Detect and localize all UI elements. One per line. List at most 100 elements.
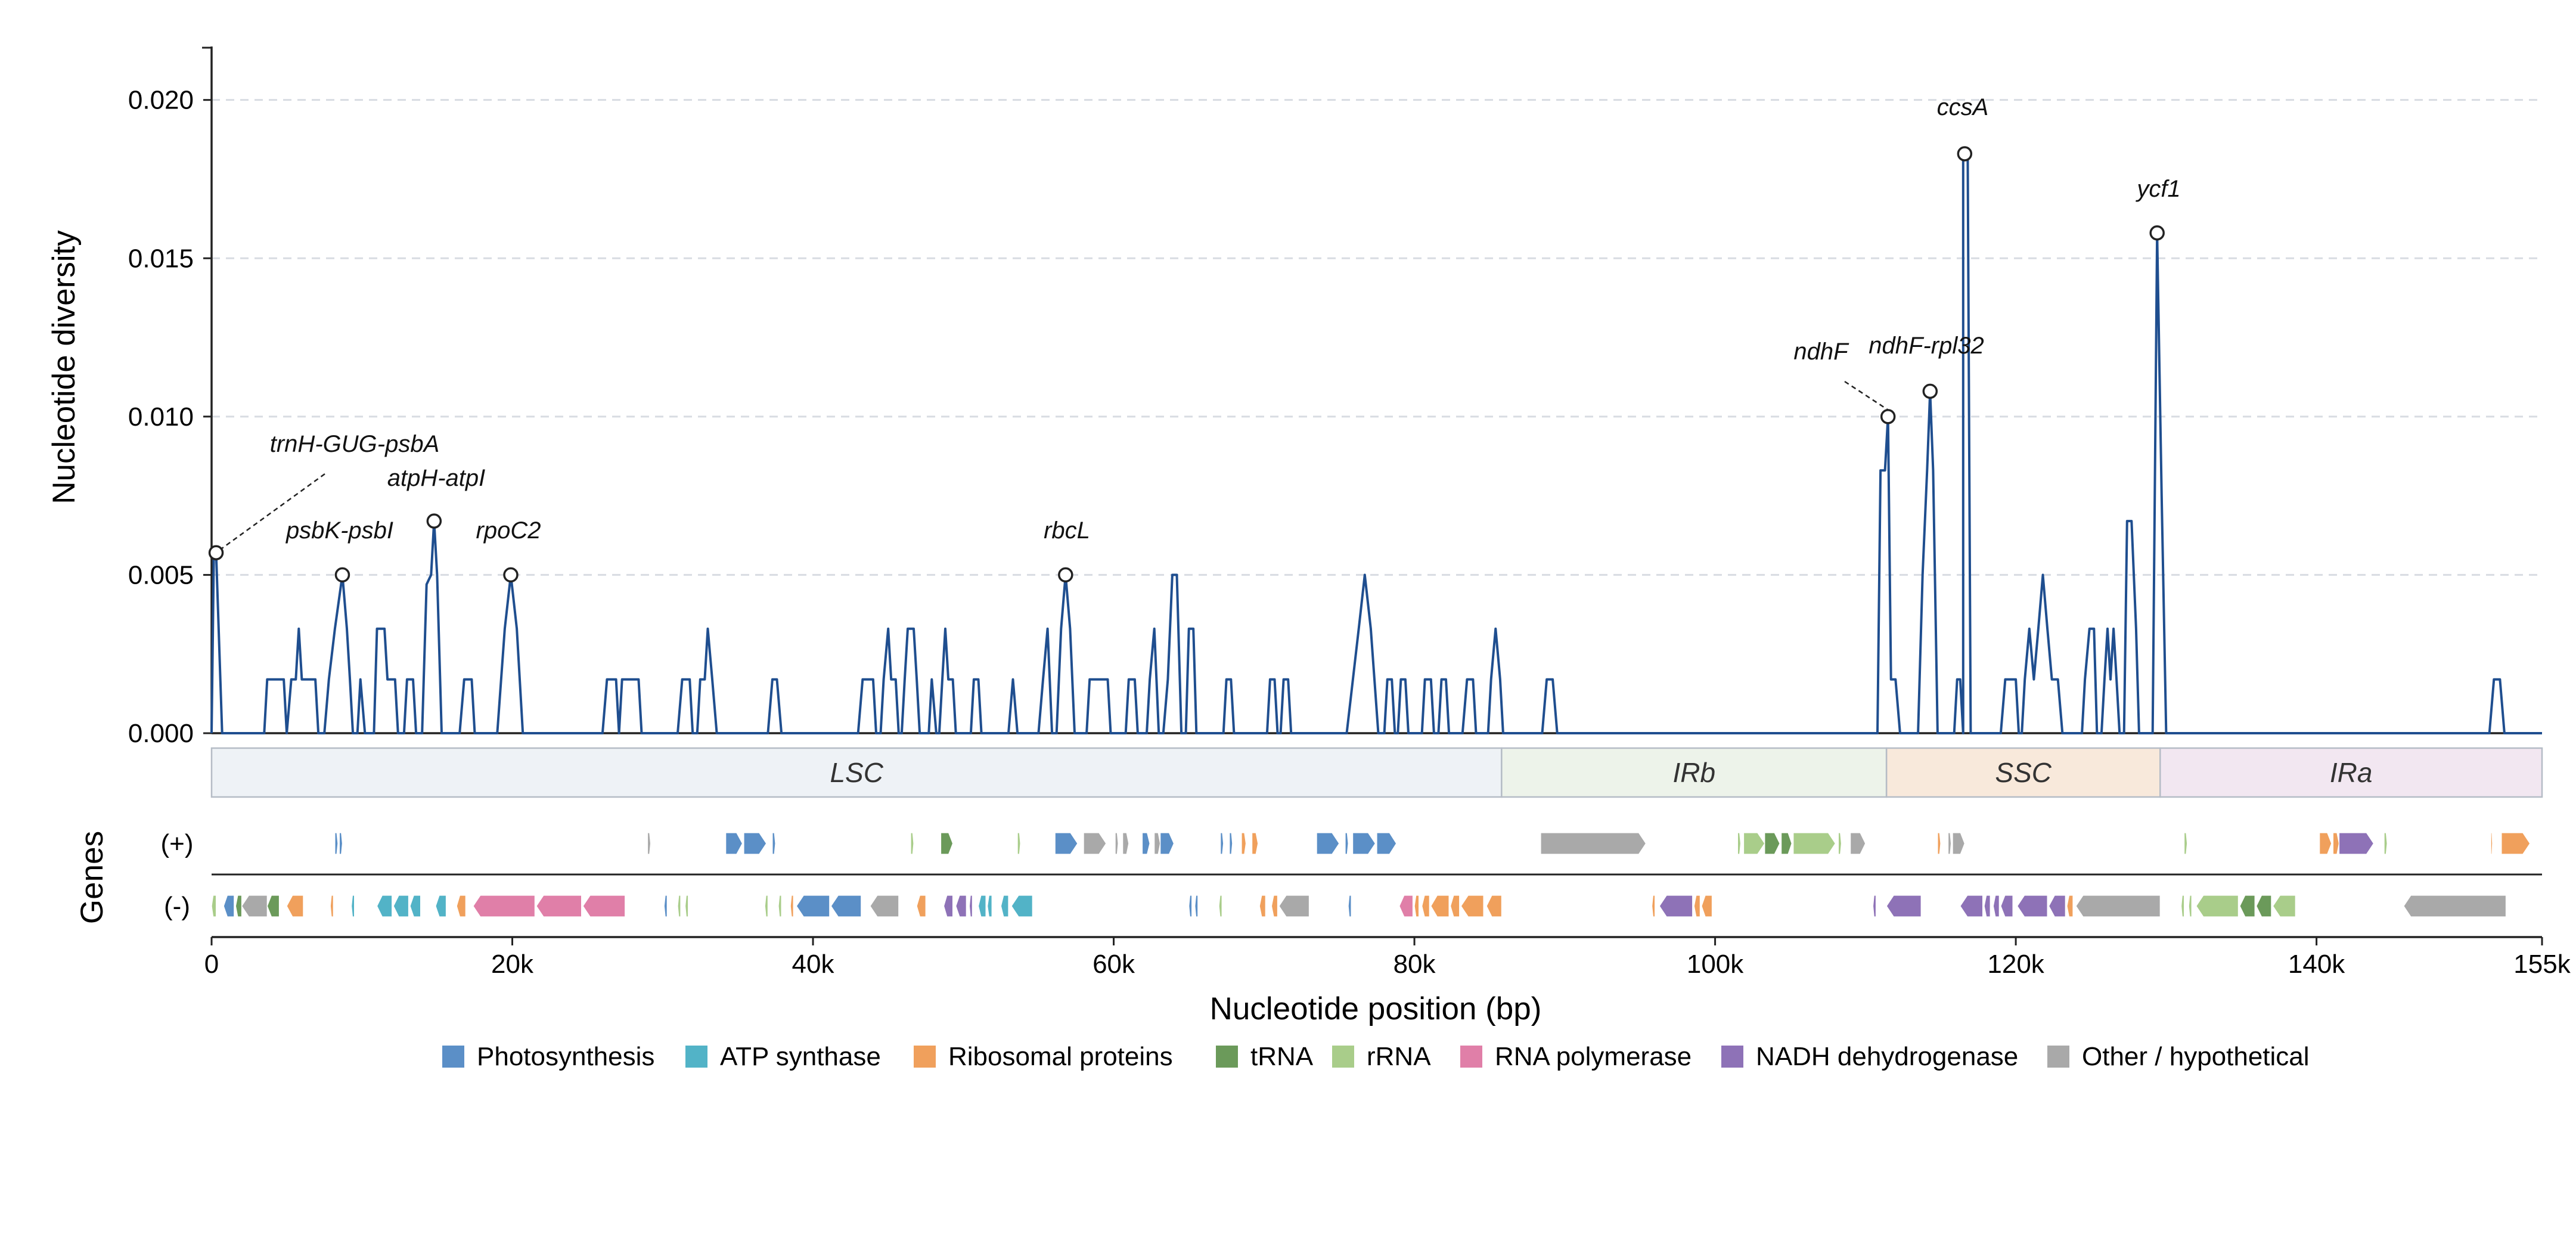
gene-arrow xyxy=(2256,895,2272,917)
gene-arrow xyxy=(955,895,967,917)
gene-arrow xyxy=(1220,832,1224,855)
peak-marker xyxy=(1922,383,1938,399)
gene-arrow xyxy=(1872,895,1877,917)
x-tick-label: 155k xyxy=(2513,950,2571,979)
gene-arrow xyxy=(1850,832,1866,855)
gene-arrow xyxy=(2272,895,2296,917)
gene-arrow xyxy=(1764,832,1780,855)
gene-arrow xyxy=(330,895,334,917)
legend-label: Ribosomal proteins xyxy=(948,1042,1173,1071)
peak-label: psbK-psbI xyxy=(285,517,393,544)
y-tick-label: 0.010 xyxy=(128,402,194,432)
strand-label: (-) xyxy=(164,892,190,921)
gene-arrow xyxy=(2184,832,2188,855)
gene-arrow xyxy=(910,832,914,855)
gene-arrow xyxy=(1252,832,1259,855)
gene-arrow xyxy=(235,895,243,917)
gene-arrow xyxy=(778,895,782,917)
plot-axes: 0.000 0.005 0.010 0.015 0.020 xyxy=(128,46,2542,748)
gene-arrow xyxy=(677,895,681,917)
gene-arrow xyxy=(1083,832,1107,855)
gene-arrow xyxy=(1122,832,1129,855)
y-axis-title: Nucleotide diversity xyxy=(46,230,82,504)
diversity-line xyxy=(210,153,2542,734)
gene-arrow xyxy=(1160,832,1175,855)
peak-label: ndhF xyxy=(1793,339,1849,365)
peak-leader-line xyxy=(1844,380,1894,414)
legend-swatch xyxy=(1332,1046,1354,1068)
legend-swatch xyxy=(442,1046,464,1068)
peak-label: ndhF-rpl32 xyxy=(1869,333,1984,359)
x-tick-label: 60k xyxy=(1093,950,1135,979)
region-label: IRa xyxy=(2330,757,2373,788)
legend-label: Photosynthesis xyxy=(477,1042,654,1071)
gene-arrow xyxy=(830,895,862,917)
x-axis: 0 20k 40k 60k 80k 100k 120k 140k 155k xyxy=(204,936,2571,979)
x-tick-label: 20k xyxy=(491,950,534,979)
gene-arrow xyxy=(1229,832,1233,855)
gene-arrow xyxy=(1348,895,1352,917)
gene-arrow xyxy=(241,895,268,917)
peak-marker xyxy=(426,513,442,529)
gene-arrow xyxy=(987,895,992,917)
gene-arrow xyxy=(339,832,343,855)
gene-arrow xyxy=(663,895,668,917)
legend-label: ATP synthase xyxy=(720,1042,881,1071)
x-tick-label: 100k xyxy=(1687,950,1744,979)
gene-arrow xyxy=(334,832,339,855)
gene-arrow xyxy=(2196,895,2239,917)
gene-arrow xyxy=(266,895,280,917)
region-label: SSC xyxy=(1995,757,2052,788)
gene-arrow xyxy=(409,895,421,917)
gene-arrow xyxy=(1271,895,1278,917)
peak-marker xyxy=(1058,567,1073,583)
legend-label: tRNA xyxy=(1250,1042,1314,1071)
gene-arrow xyxy=(1194,895,1199,917)
gene-arrow xyxy=(1345,832,1349,855)
peak-label: trnH-GUG-psbA xyxy=(270,431,440,457)
gene-arrow xyxy=(2188,895,2192,917)
gene-arrow xyxy=(790,895,794,917)
gene-arrow xyxy=(1838,832,1842,855)
gene-arrow xyxy=(1460,895,1484,917)
y-tick-label: 0.015 xyxy=(128,244,194,273)
gene-arrow xyxy=(1414,895,1420,917)
legend-swatch xyxy=(914,1046,936,1068)
gene-arrow xyxy=(473,895,536,917)
gene-arrow xyxy=(1376,832,1397,855)
gene-arrow xyxy=(2180,895,2185,917)
gene-arrow xyxy=(1188,895,1193,917)
gene-arrow xyxy=(1781,832,1792,855)
gene-arrow xyxy=(2239,895,2255,917)
legend: Photosynthesis ATP synthase Ribosomal prot… xyxy=(442,1042,2310,1071)
gene-arrow xyxy=(1659,895,1693,917)
gene-arrow xyxy=(1154,832,1161,855)
gene-arrow xyxy=(2501,832,2531,855)
peak-marker xyxy=(334,567,350,583)
gene-arrow xyxy=(1793,832,1836,855)
gene-arrow xyxy=(1218,895,1222,917)
gene-arrow xyxy=(350,895,355,917)
gene-arrow xyxy=(1984,895,1991,917)
strand-label: (+) xyxy=(161,829,194,858)
gene-arrow xyxy=(1352,832,1376,855)
gene-arrow xyxy=(1651,895,1656,917)
peak-label: ccsA xyxy=(1937,94,1989,120)
peak-label: rpoC2 xyxy=(476,517,541,544)
legend-label: rRNA xyxy=(1367,1042,1431,1071)
gene-arrow xyxy=(1701,895,1713,917)
gene-arrow xyxy=(2403,895,2507,917)
gene-arrow xyxy=(725,832,743,855)
gene-arrow xyxy=(1115,832,1119,855)
x-tick-label: 40k xyxy=(792,950,835,979)
region-bar: LSC IRb SSC IRa xyxy=(210,747,2543,798)
diversity-line-layer xyxy=(210,153,2542,734)
y-tick-label: 0.020 xyxy=(128,86,194,115)
gene-arrow xyxy=(2048,895,2066,917)
gene-arrow xyxy=(1743,832,1765,855)
gene-arrow xyxy=(1241,832,1247,855)
gene-arrow xyxy=(1693,895,1700,917)
x-tick-label: 80k xyxy=(1393,950,1436,979)
peak-leader-line xyxy=(220,473,325,550)
legend-swatch xyxy=(1216,1046,1238,1068)
